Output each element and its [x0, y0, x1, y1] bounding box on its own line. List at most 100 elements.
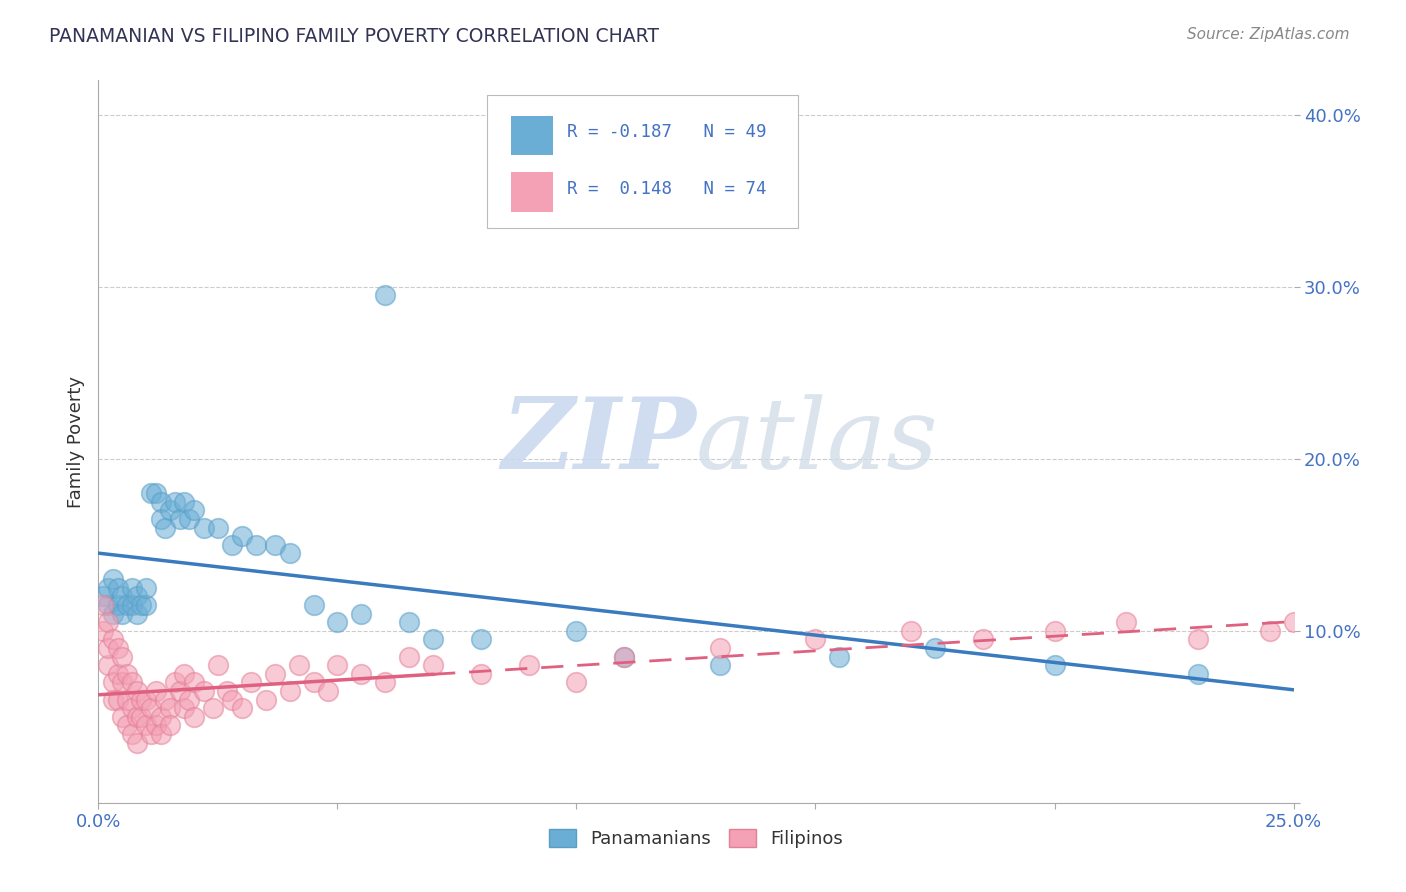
Point	[169, 512, 191, 526]
Point	[121, 727, 143, 741]
Point	[183, 710, 205, 724]
Point	[264, 538, 287, 552]
Text: atlas: atlas	[696, 394, 939, 489]
Point	[97, 615, 120, 630]
Point	[101, 632, 124, 647]
Point	[145, 718, 167, 732]
Y-axis label: Family Poverty: Family Poverty	[66, 376, 84, 508]
Point	[121, 598, 143, 612]
Point	[1187, 632, 1209, 647]
Point	[709, 640, 731, 655]
Point	[288, 658, 311, 673]
Point	[139, 727, 162, 741]
Point	[972, 632, 994, 647]
Point	[125, 607, 148, 621]
Point	[115, 692, 138, 706]
Point	[163, 494, 186, 508]
Point	[350, 607, 373, 621]
Point	[398, 649, 420, 664]
Point	[470, 666, 492, 681]
Text: R = -0.187   N = 49: R = -0.187 N = 49	[567, 123, 766, 141]
Point	[245, 538, 267, 552]
Point	[111, 675, 134, 690]
Point	[422, 658, 444, 673]
Point	[924, 640, 946, 655]
Point	[470, 632, 492, 647]
Point	[613, 649, 636, 664]
Point	[139, 486, 162, 500]
Point	[159, 718, 181, 732]
Point	[221, 692, 243, 706]
Point	[135, 718, 157, 732]
FancyBboxPatch shape	[486, 95, 797, 228]
Point	[1187, 666, 1209, 681]
Point	[111, 590, 134, 604]
Point	[804, 632, 827, 647]
Point	[115, 598, 138, 612]
Point	[163, 675, 186, 690]
Point	[202, 701, 225, 715]
Point	[111, 607, 134, 621]
Point	[115, 718, 138, 732]
Point	[101, 692, 124, 706]
Point	[101, 572, 124, 586]
Point	[1043, 624, 1066, 638]
Point	[709, 658, 731, 673]
Point	[107, 640, 129, 655]
Point	[97, 658, 120, 673]
Point	[97, 640, 120, 655]
Point	[159, 503, 181, 517]
Point	[139, 701, 162, 715]
Point	[374, 675, 396, 690]
Point	[422, 632, 444, 647]
Point	[207, 658, 229, 673]
Point	[131, 692, 153, 706]
Point	[278, 546, 301, 560]
Point	[565, 675, 588, 690]
Point	[155, 520, 177, 534]
Point	[240, 675, 263, 690]
Point	[135, 692, 157, 706]
Point	[125, 684, 148, 698]
Point	[91, 598, 114, 612]
Point	[1115, 615, 1137, 630]
Point	[350, 666, 373, 681]
Text: PANAMANIAN VS FILIPINO FAMILY POVERTY CORRELATION CHART: PANAMANIAN VS FILIPINO FAMILY POVERTY CO…	[49, 27, 659, 45]
Point	[149, 710, 172, 724]
Point	[125, 735, 148, 749]
Point	[107, 598, 129, 612]
Point	[183, 503, 205, 517]
Point	[613, 649, 636, 664]
Text: ZIP: ZIP	[501, 393, 696, 490]
Point	[828, 649, 851, 664]
Point	[149, 512, 172, 526]
Point	[193, 684, 215, 698]
Point	[179, 512, 201, 526]
Point	[398, 615, 420, 630]
Legend: Panamanians, Filipinos: Panamanians, Filipinos	[541, 822, 851, 855]
Point	[173, 701, 195, 715]
Point	[565, 624, 588, 638]
Point	[135, 598, 157, 612]
Point	[97, 581, 120, 595]
Point	[91, 624, 114, 638]
Point	[231, 701, 253, 715]
Point	[326, 615, 349, 630]
Point	[107, 581, 129, 595]
Point	[145, 684, 167, 698]
Text: R =  0.148   N = 74: R = 0.148 N = 74	[567, 180, 766, 198]
Point	[374, 288, 396, 302]
Point	[121, 701, 143, 715]
Point	[302, 598, 325, 612]
Point	[111, 649, 134, 664]
Point	[264, 666, 287, 681]
Point	[278, 684, 301, 698]
Point	[101, 607, 124, 621]
Text: Source: ZipAtlas.com: Source: ZipAtlas.com	[1187, 27, 1350, 42]
Point	[125, 590, 148, 604]
Point	[121, 581, 143, 595]
Point	[1258, 624, 1281, 638]
Point	[145, 486, 167, 500]
Point	[111, 710, 134, 724]
Point	[159, 701, 181, 715]
